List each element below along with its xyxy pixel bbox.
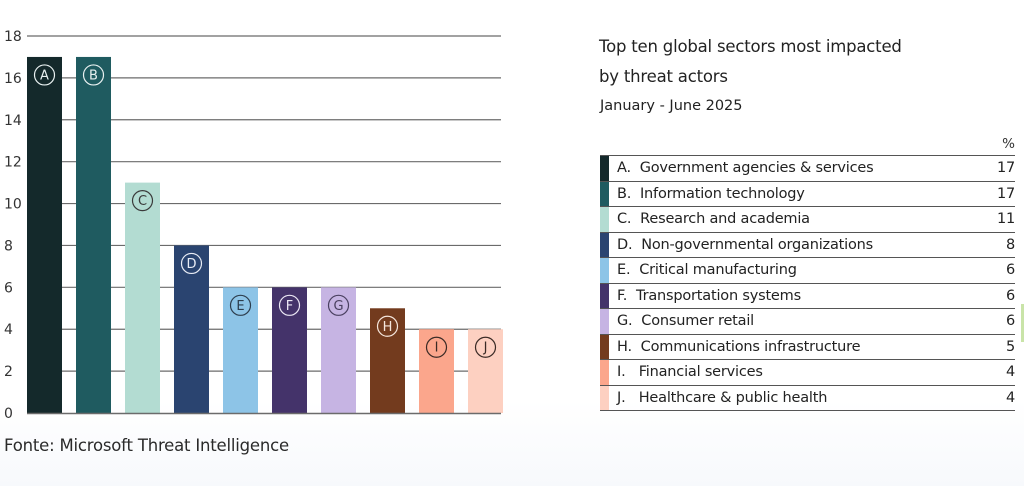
legend-row: A. Government agencies & services 17 [600,155,1015,181]
y-tick-label: 16 [4,71,22,87]
bar-b [76,56,111,413]
legend-label: J. Healthcare & public health [617,389,828,406]
bar-i [419,329,454,413]
bar-g [321,287,356,413]
y-tick-label: 12 [4,155,22,171]
y-tick-label: 2 [4,364,13,380]
legend-swatch [600,207,609,232]
legend-value: 17 [996,160,1015,177]
legend-value: 5 [1005,338,1015,355]
legend-swatch [600,181,609,206]
bar-h [370,308,405,413]
bar-letter-badge [474,336,497,358]
bars: A B C D E F G H I J [27,56,503,413]
legend-rows: A. Government agencies & services 17 B. In… [600,155,1015,411]
legend-swatch [600,360,609,385]
bar-letter-label: G [333,299,343,314]
legend-row: H. Communications infrastructure 5 [600,333,1015,359]
edge-accent [1021,304,1024,342]
bar-f [272,287,307,413]
legend-label: I. Financial services [617,364,763,381]
legend-label: E. Critical manufacturing [617,262,797,279]
bar-j [468,329,503,413]
legend-row: B. Information technology 17 [600,180,1015,206]
legend-value: 6 [1005,262,1015,279]
legend-value: 8 [1005,236,1015,253]
legend-swatch [600,258,609,283]
legend-label: G. Consumer retail [617,313,755,330]
legend-swatch [600,232,609,257]
y-axis-ticks: 0 2 4 6 8 10 12 14 16 18 [4,29,22,422]
legend-row: F. Transportation systems 6 [600,282,1015,308]
legend-value: 17 [996,185,1015,202]
bar-a [27,56,62,413]
bar-letter-badge [327,294,350,316]
legend-value: 11 [996,211,1015,228]
legend-value: 4 [1005,364,1015,381]
legend-header-percent: % [1002,136,1015,152]
y-tick-label: 14 [4,113,22,129]
legend-label: H. Communications infrastructure [617,338,861,355]
legend-label: D. Non-governmental organizations [617,236,873,253]
legend-row: E. Critical manufacturing 6 [600,257,1015,283]
legend-row: J. Healthcare & public health 4 [600,384,1015,411]
legend-swatch [600,283,609,308]
bar-letter-label: E [236,299,244,314]
y-tick-label: 18 [4,29,22,45]
legend-swatch [600,385,609,410]
legend-row: D. Non-governmental organizations 8 [600,231,1015,257]
legend-value: 6 [1005,287,1015,304]
legend-label: A. Government agencies & services [617,160,874,177]
legend-swatch [600,156,609,181]
y-tick-label: 10 [4,197,22,213]
legend-swatch [600,309,609,334]
bar-letter-badge [278,294,301,316]
legend-label: C. Research and academia [617,211,810,228]
legend-label: B. Information technology [617,185,805,202]
bar-letter-badge [376,315,399,337]
legend-value: 6 [1005,313,1015,330]
legend-label: F. Transportation systems [617,287,801,304]
bar-c [125,182,160,413]
legend-row: C. Research and academia 11 [600,206,1015,232]
bar-letter-label: H [383,320,393,335]
bar-letter-label: I [435,341,439,356]
bar-letter-badge [131,190,154,212]
bar-letter-label: D [186,257,196,272]
bar-letter-label: A [40,68,49,83]
source-note: Fonte: Microsoft Threat Intelligence [4,436,289,455]
y-tick-label: 6 [4,280,13,296]
bar-letter-badge [82,64,105,86]
chart-subtitle: January - June 2025 [600,98,743,114]
bar-letter-badge [180,252,203,275]
chart-title-line-1: Top ten global sectors most impacted [599,37,902,56]
bar-letter-label: C [138,194,147,209]
bar-e [223,287,258,413]
legend-swatch [600,334,609,359]
bar-letter-label: F [286,299,293,314]
legend-row: G. Consumer retail 6 [600,308,1015,334]
bar-letter-badge [425,336,448,358]
legend-value: 4 [1005,389,1015,406]
chart-title: Top ten global sectors most impacted by … [599,32,959,92]
chart-title-line-2: by threat actors [599,67,728,86]
bar-letter-label: B [89,68,98,83]
legend-table: % A. Government agencies & services 17 B. … [600,136,1015,411]
y-tick-label: 4 [4,322,13,338]
y-tick-label: 8 [4,238,13,254]
bar-letter-badge [33,64,56,86]
y-tick-label: 0 [4,406,13,422]
bar-letter-label: J [483,341,488,356]
bar-letter-badge [229,294,252,316]
legend-row: I. Financial services 4 [600,359,1015,385]
